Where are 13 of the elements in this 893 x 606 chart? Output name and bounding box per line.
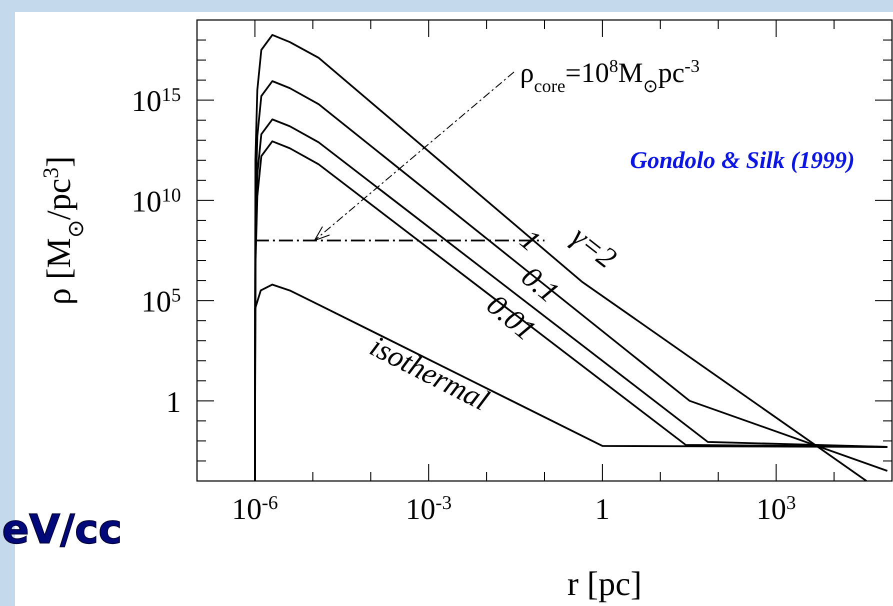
annotation: Gondolo & Silk (1999) — [630, 148, 855, 174]
y-tick-label: 1 — [166, 386, 181, 419]
text: eV/cc — [2, 507, 122, 553]
x-tick-label: 10$^{-3}$ — [406, 492, 452, 526]
y-tick-label: 10$^{15}$ — [132, 84, 181, 118]
x-tick-label: 1 — [594, 493, 610, 526]
text: γ=2 — [565, 220, 623, 276]
x-tick-label: 10$^{3}$ — [756, 492, 796, 526]
annotation: ρ$_{core}$=10$^{8}$M$_{⊙}$pc$^{-3}$ — [520, 56, 700, 96]
y-tick-label: 10$^{10}$ — [132, 184, 181, 218]
x-axis-title: r [pc] — [567, 566, 642, 603]
x-tick-label: 10$^{-6}$ — [232, 492, 278, 526]
y-tick-label: 10$^{5}$ — [141, 285, 181, 319]
